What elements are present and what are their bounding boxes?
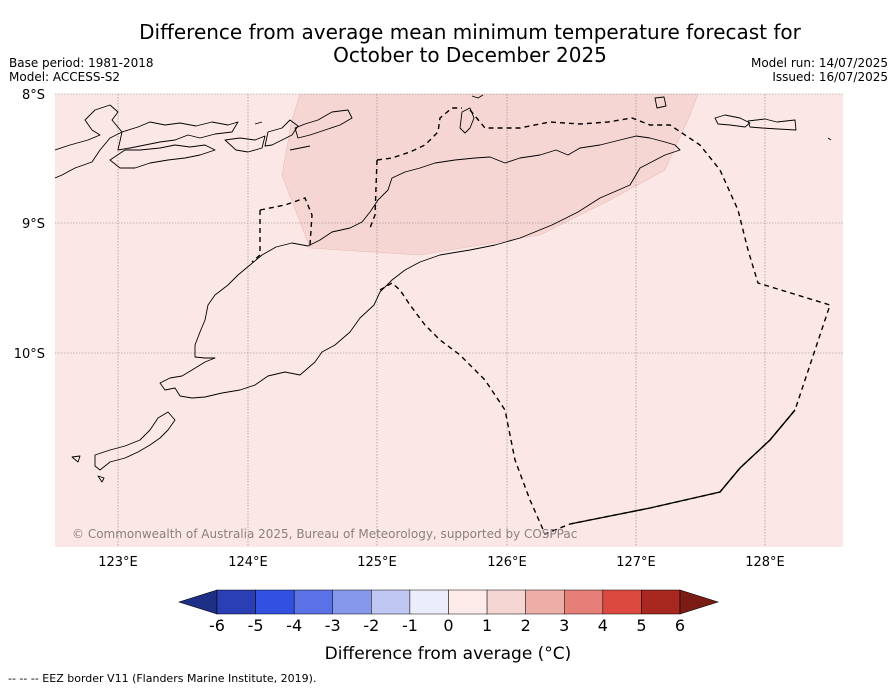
colorbar-segment — [602, 589, 642, 615]
colorbar-label: Difference from average (°C) — [325, 644, 572, 664]
lat-label-10s: 10°S — [14, 347, 45, 362]
base-period-text: Base period: 1981-2018 — [9, 56, 154, 70]
colorbar-tick-label: 5 — [636, 616, 646, 635]
colorbar-segment — [216, 589, 256, 615]
colorbar-tick-label: -6 — [209, 616, 225, 635]
timor-coast — [159, 135, 681, 399]
atauro-coast — [459, 107, 475, 134]
colorbar-tick-label: 2 — [521, 616, 531, 635]
eez-border-timor-north-3 — [469, 109, 831, 411]
colorbar-segment — [255, 589, 295, 615]
colorbar-extend-low — [178, 589, 218, 615]
sumba-coast-2 — [97, 475, 105, 483]
colorbar-tick-labels: -6 -5 -4 -3 -2 -1 0 1 2 3 4 5 6 — [209, 616, 685, 635]
lon-label-126e: 126°E — [487, 555, 527, 570]
lat-label-9s: 9°S — [22, 217, 45, 232]
eez-borders — [251, 107, 831, 535]
alor-coast — [264, 119, 299, 147]
coastlines — [55, 94, 832, 483]
model-run-text: Model run: 14/07/2025 — [750, 56, 888, 70]
colorbar-segment — [641, 589, 681, 615]
colorbar-tick-label: -1 — [402, 616, 418, 635]
colorbar-tick-label: -4 — [286, 616, 302, 635]
island-east-2 — [827, 137, 832, 141]
colorbar-segment — [293, 589, 333, 615]
eez-border-oecusse-2 — [259, 197, 313, 246]
lon-label-127e: 127°E — [616, 555, 656, 570]
copyright-text: © Commonwealth of Australia 2025, Bureau… — [72, 527, 577, 541]
lon-label-123e: 123°E — [98, 555, 138, 570]
wetar-coast — [714, 114, 751, 128]
island-west-4 — [289, 145, 311, 151]
colorbar-segment — [409, 589, 449, 615]
alor-coast-2 — [294, 109, 353, 139]
colorbar-segment — [564, 589, 604, 615]
island-west-1 — [117, 121, 239, 151]
islet-1 — [654, 96, 667, 109]
lon-label-128e: 128°E — [745, 555, 785, 570]
flores-coast — [55, 104, 123, 179]
eez-footnote: -- -- -- EEZ border V11 (Flanders Marine… — [8, 672, 317, 685]
colorbar-tick-label: -2 — [363, 616, 379, 635]
eez-border-south-solid — [569, 409, 796, 525]
colorbar — [178, 589, 719, 615]
eez-border-timor-north-2 — [376, 107, 462, 161]
colorbar-segment — [486, 589, 526, 615]
lon-label-125e: 125°E — [357, 555, 397, 570]
eez-border-timor-north — [369, 159, 378, 229]
colorbar-segment — [525, 589, 565, 615]
lat-label-8s: 8°S — [22, 88, 45, 103]
colorbar-tick-label: -3 — [325, 616, 341, 635]
rote-coast — [71, 455, 81, 463]
colorbar-tick-label: 3 — [559, 616, 569, 635]
colorbar-tick-label: 6 — [675, 616, 685, 635]
colorbar-extend-high — [679, 589, 719, 615]
islet-2 — [471, 94, 484, 99]
island-west-3 — [254, 121, 263, 125]
gridlines — [55, 93, 843, 547]
issued-text: Issued: 16/07/2025 — [772, 70, 888, 84]
eez-border-oecusse — [251, 210, 261, 263]
lon-label-124e: 124°E — [228, 555, 268, 570]
sumba-coast — [94, 411, 176, 471]
island-west-2 — [109, 144, 216, 169]
colorbar-tick-label: -5 — [248, 616, 264, 635]
colorbar-segment — [371, 589, 411, 615]
eez-border-east — [379, 282, 796, 535]
title-line-1: Difference from average mean minimum tem… — [139, 20, 801, 44]
colorbar-tick-label: 4 — [598, 616, 608, 635]
model-text: Model: ACCESS-S2 — [9, 70, 121, 84]
colorbar-segment — [332, 589, 372, 615]
island-east-1 — [747, 118, 797, 131]
colorbar-tick-label: 0 — [443, 616, 453, 635]
anomaly-region-1-2 — [281, 94, 699, 256]
colorbar-segment — [448, 589, 488, 615]
pantar-coast — [224, 135, 266, 153]
colorbar-tick-label: 1 — [482, 616, 492, 635]
title-line-2: October to December 2025 — [333, 43, 607, 67]
